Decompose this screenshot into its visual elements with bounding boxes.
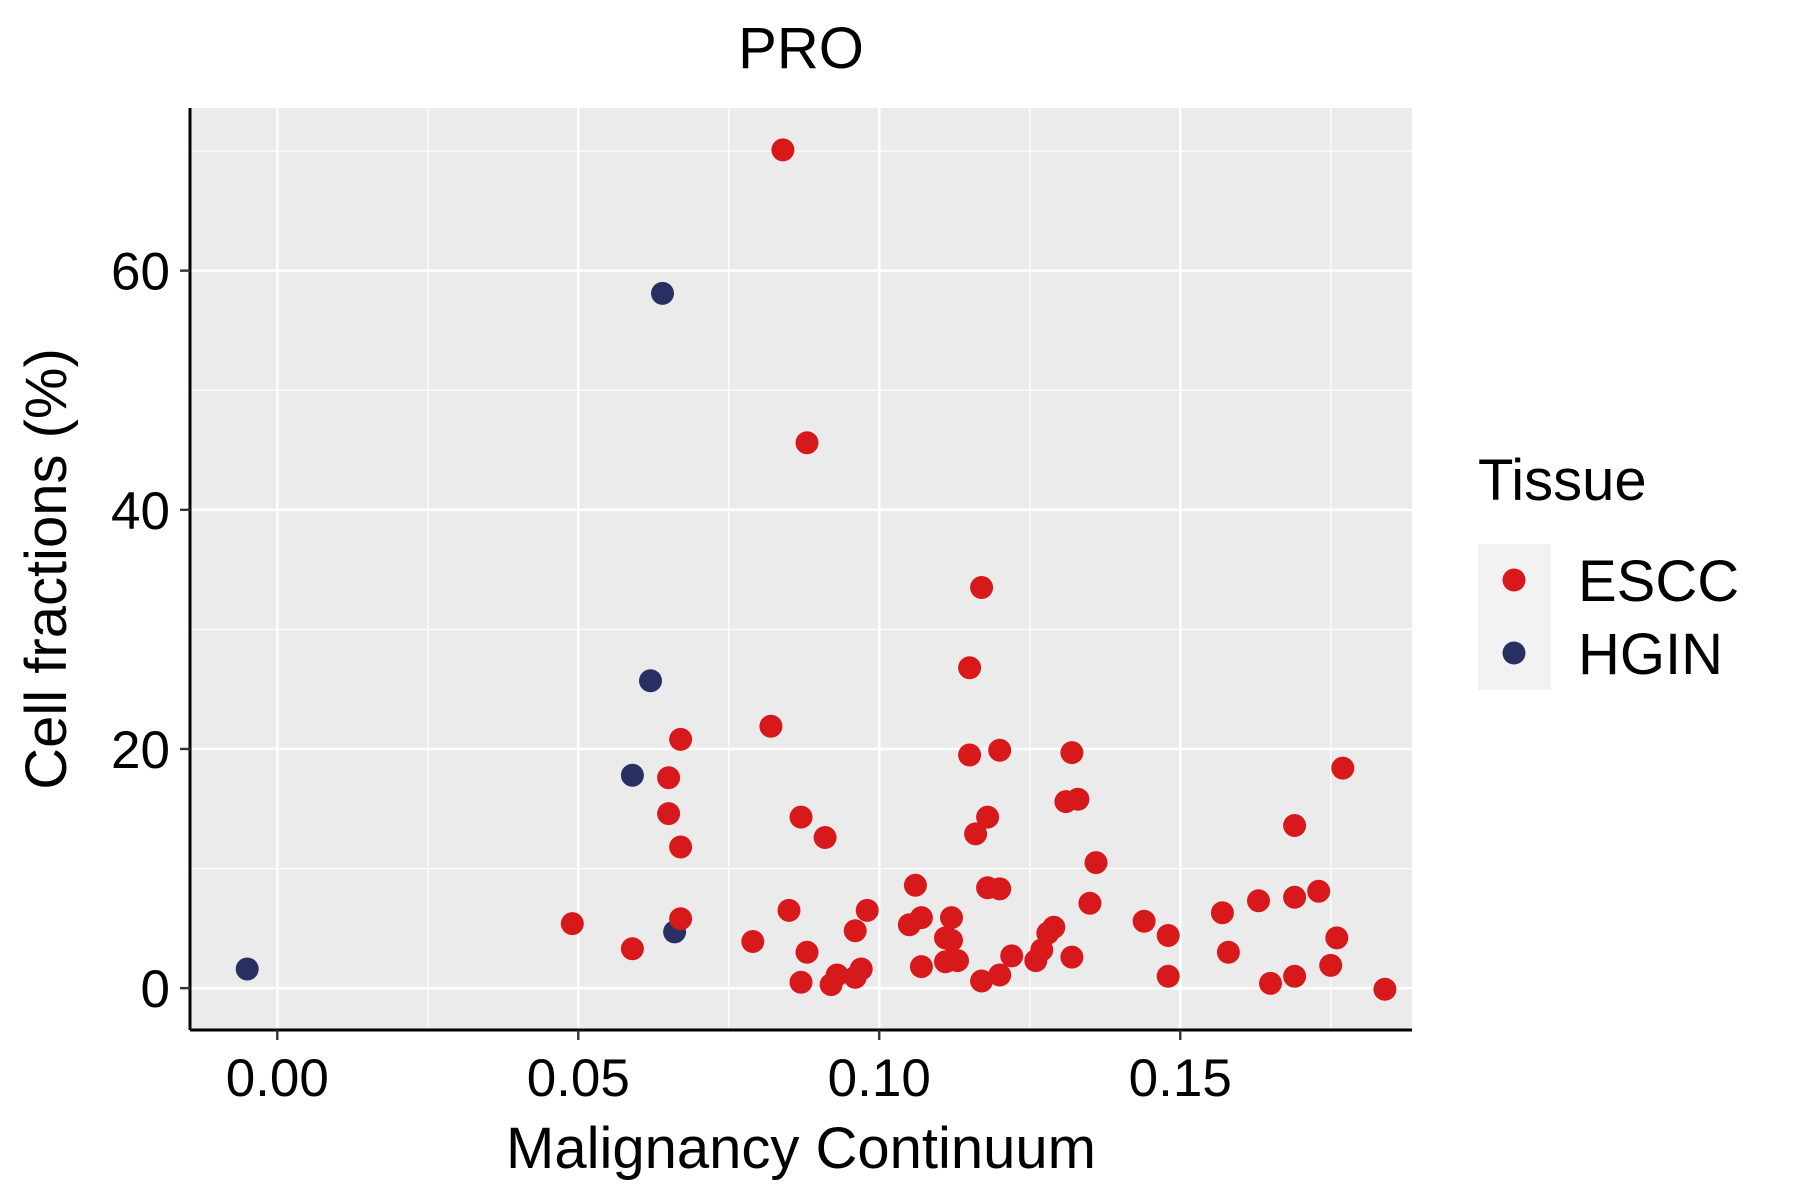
data-points <box>235 138 1397 1001</box>
chart-title: PRO <box>738 16 864 81</box>
point-escc <box>1132 909 1156 933</box>
legend-entries: ESCC HGIN <box>1502 549 1739 687</box>
point-escc <box>620 937 644 961</box>
y-axis-title: Cell fractions (%) <box>14 348 79 790</box>
point-escc <box>669 907 693 931</box>
legend-label-hgin: HGIN <box>1578 622 1723 687</box>
point-escc <box>1319 953 1343 977</box>
point-escc <box>1060 741 1084 765</box>
point-escc <box>970 969 994 993</box>
point-escc <box>1000 944 1024 968</box>
x-tick-label: 0.10 <box>828 1049 931 1108</box>
y-tick-label: 0 <box>141 960 170 1019</box>
point-escc <box>1307 879 1331 903</box>
point-escc <box>909 955 933 979</box>
legend-title: Tissue <box>1478 448 1647 513</box>
point-hgin <box>651 281 674 305</box>
point-escc <box>819 973 843 997</box>
point-escc <box>657 802 681 826</box>
y-tick-label: 20 <box>111 721 170 780</box>
point-escc <box>940 906 963 930</box>
point-escc <box>988 738 1012 762</box>
point-escc <box>1084 851 1108 875</box>
x-tick-label: 0.05 <box>527 1049 630 1108</box>
point-escc <box>1060 945 1084 969</box>
plot-panel <box>190 108 1412 1030</box>
minor-grid <box>190 108 1412 1030</box>
point-hgin <box>639 669 662 693</box>
point-escc <box>940 928 963 952</box>
point-escc <box>903 873 927 897</box>
y-tick-label: 40 <box>111 482 170 541</box>
point-escc <box>1078 891 1102 915</box>
point-escc <box>897 913 921 937</box>
point-escc <box>1325 926 1349 950</box>
point-escc <box>843 965 867 989</box>
point-escc <box>1210 901 1234 925</box>
y-axis-ticks: 0 20 40 60 <box>111 243 190 1019</box>
x-tick-label: 0.00 <box>226 1049 329 1108</box>
point-escc <box>1247 889 1270 913</box>
point-escc <box>1283 814 1307 837</box>
point-escc <box>669 835 693 859</box>
point-escc <box>657 766 681 790</box>
legend-key-escc <box>1502 568 1526 592</box>
point-hgin <box>235 957 259 981</box>
point-escc <box>759 714 783 738</box>
point-escc <box>855 898 879 922</box>
point-escc <box>777 898 801 922</box>
x-tick-label: 0.15 <box>1129 1049 1232 1108</box>
point-escc <box>958 656 982 680</box>
point-escc <box>741 930 765 953</box>
point-escc <box>1373 977 1397 1001</box>
point-escc <box>1024 949 1048 973</box>
point-escc <box>1283 964 1307 988</box>
point-escc <box>988 877 1012 901</box>
point-escc <box>795 940 819 964</box>
point-escc <box>1259 971 1282 995</box>
point-escc <box>669 727 693 751</box>
point-escc <box>789 805 813 829</box>
point-escc <box>813 826 837 849</box>
point-escc <box>976 805 1000 829</box>
point-escc <box>1156 924 1180 947</box>
legend: Tissue ESCC HGIN <box>1478 448 1739 690</box>
point-escc <box>843 919 867 943</box>
legend-label-escc: ESCC <box>1578 549 1739 614</box>
point-escc <box>934 950 957 974</box>
point-escc <box>988 963 1012 987</box>
point-escc <box>795 431 819 455</box>
legend-key-background <box>1478 544 1551 690</box>
point-escc <box>1331 756 1355 780</box>
point-escc <box>789 970 813 994</box>
x-axis-ticks: 0.00 0.05 0.10 0.15 <box>226 1030 1232 1108</box>
y-tick-label: 60 <box>111 243 170 302</box>
point-escc <box>1156 964 1180 988</box>
point-escc <box>1054 790 1078 814</box>
point-hgin <box>620 763 644 787</box>
point-escc <box>958 743 982 767</box>
legend-key-hgin <box>1502 641 1526 665</box>
point-escc <box>1283 885 1307 909</box>
point-escc <box>970 576 994 599</box>
point-escc <box>1216 940 1240 964</box>
x-axis-title: Malignancy Continuum <box>506 1116 1096 1181</box>
point-escc <box>560 912 584 936</box>
point-escc <box>771 138 795 162</box>
point-escc <box>964 822 988 846</box>
